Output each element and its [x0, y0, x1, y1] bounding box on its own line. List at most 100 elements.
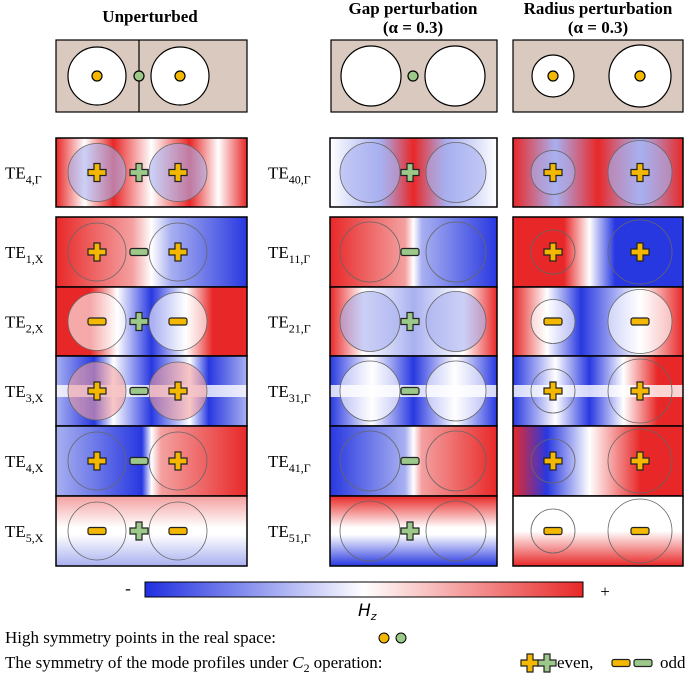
symbol-plus [129, 521, 149, 541]
symbol-minus [87, 317, 107, 326]
mode-base: TE [268, 313, 289, 332]
symbol-plus [129, 162, 149, 183]
field [56, 426, 247, 496]
mode-sub: 2,X [26, 322, 44, 336]
mode-sub: 4,X [26, 461, 44, 475]
symbol-minus [400, 386, 420, 396]
mode-sub: 5,X [26, 531, 44, 545]
symbol-plus [543, 242, 563, 262]
symbol-minus [543, 317, 563, 326]
mode-panel [55, 286, 248, 357]
header-param: (α = 0.3) [568, 18, 628, 37]
mode-panel [55, 495, 248, 567]
legend-text: operation: [314, 653, 383, 672]
mode-base: TE [268, 452, 289, 471]
mode-label: TE1,X [5, 243, 44, 266]
legend-even: even, [557, 653, 593, 672]
field [513, 217, 683, 287]
mode-sub: 11,Γ [289, 252, 311, 266]
rod [339, 291, 401, 352]
symbol-plus [630, 242, 650, 262]
panel-frame [329, 495, 498, 567]
mode-sub: 40,Γ [289, 173, 311, 187]
colorbar-max: + [600, 582, 610, 601]
symbol-plus [87, 162, 107, 183]
mode-panel [55, 355, 248, 427]
symbol-plus [400, 311, 420, 332]
symbol-minus [168, 526, 188, 536]
mode-label: TE41,Γ [268, 452, 311, 475]
mode-base: TE [5, 313, 26, 332]
colorbar [144, 581, 584, 598]
rod [530, 368, 576, 414]
header-param: (α = 0.3) [383, 18, 443, 37]
mode-panel [329, 216, 498, 288]
symbol-minus [633, 658, 653, 668]
mode-label: TE5,X [5, 522, 44, 545]
mode-panel [512, 495, 684, 567]
symbol-minus [630, 317, 650, 326]
symbol-plus [543, 162, 563, 183]
symbol-plus [630, 162, 650, 183]
mode-panel [55, 425, 248, 497]
mode-base: TE [5, 164, 26, 183]
mode-panel [329, 495, 498, 567]
symbol-plus [129, 311, 149, 332]
symbol-minus [400, 456, 420, 466]
label-base: H [358, 601, 371, 621]
rod [67, 431, 127, 491]
rod [425, 360, 487, 422]
symbol-plus [87, 451, 107, 471]
mode-label: TE31,Γ [268, 382, 311, 405]
symbol-plus [168, 242, 188, 262]
panel-frame [55, 495, 248, 567]
mode-panel [329, 286, 498, 357]
symbol-minus [543, 526, 563, 536]
field [513, 426, 683, 496]
colorbar-min: - [125, 579, 131, 598]
legend-op: C [292, 653, 304, 672]
mode-sub: 1,X [26, 252, 44, 266]
label-sub: z [370, 610, 377, 623]
rod [530, 229, 576, 275]
symbol-minus [400, 247, 420, 257]
rod [339, 360, 401, 422]
rod [339, 142, 401, 203]
rod [425, 142, 487, 203]
mode-sub: 41,Γ [289, 461, 311, 475]
legend-points-icons [378, 632, 407, 644]
field [56, 496, 247, 566]
legend-op-sub: 2 [304, 661, 310, 675]
mode-sub: 3,X [26, 391, 44, 405]
symbol-minus [129, 247, 149, 257]
schematics [55, 39, 684, 113]
symbol-plus [87, 381, 107, 401]
symbol-plus [400, 521, 420, 541]
colorbar-label: Hz [358, 601, 377, 623]
header: Unperturbed [102, 7, 198, 26]
symbol-plus [630, 451, 650, 471]
mode-base: TE [268, 243, 289, 262]
mode-panel [55, 216, 248, 288]
header: Radius perturbation [524, 0, 673, 18]
mode-sub: 51,Γ [289, 531, 311, 545]
mode-label: TE40,Γ [268, 164, 311, 187]
rod [607, 358, 673, 424]
mode-panels [55, 137, 684, 567]
rod [339, 430, 401, 492]
mode-label: TE4,X [5, 452, 44, 475]
symbol-minus [129, 456, 149, 466]
rod [530, 508, 576, 554]
legend-symbols [520, 653, 653, 673]
mode-sub: 4,Γ [26, 173, 42, 187]
mode-sub: 31,Γ [289, 391, 311, 405]
legend-odd: odd [660, 653, 685, 672]
symbol-plus [520, 653, 540, 673]
panel-frame [55, 137, 248, 208]
rod [425, 430, 487, 492]
mode-panel [329, 425, 498, 497]
mode-panel [512, 216, 684, 288]
mode-label: TE2,X [5, 313, 44, 336]
mode-base: TE [268, 382, 289, 401]
